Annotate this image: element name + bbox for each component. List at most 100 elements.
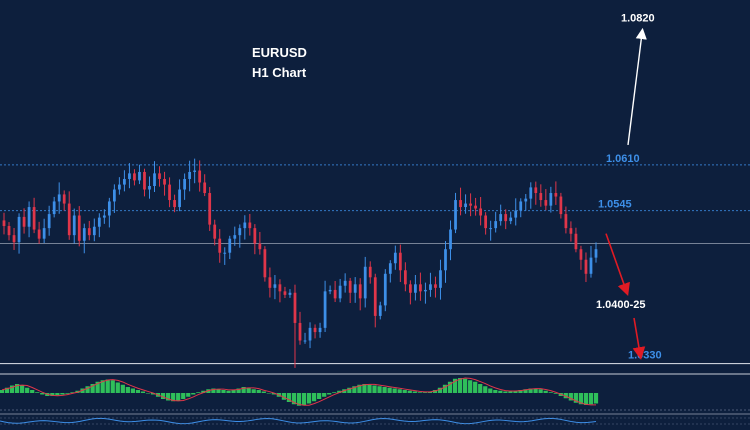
histogram-bar [513, 390, 518, 393]
histogram-bar [271, 393, 276, 395]
candle-body [273, 284, 277, 288]
histogram-bar [311, 393, 317, 402]
candle-body [92, 226, 96, 236]
candle-body [529, 187, 533, 199]
histogram-bar [407, 390, 412, 393]
forecast-arrow-down-1 [605, 233, 630, 297]
candle-body [358, 284, 362, 299]
oscillator-signal-line [1, 377, 596, 406]
candle-body [388, 263, 392, 274]
histogram-bar [301, 393, 307, 405]
candle-body [444, 249, 447, 271]
candle-body [368, 266, 372, 278]
candle-body [57, 194, 61, 202]
candle-body [138, 171, 141, 181]
candle-body [22, 216, 26, 227]
candle-body [253, 228, 257, 244]
histogram-bar [588, 393, 594, 405]
candle-body [178, 189, 181, 208]
chart-subtitle: H1 Chart [252, 65, 307, 80]
candle-body [248, 222, 252, 229]
candle-body [559, 196, 563, 215]
candle-body [293, 292, 297, 323]
candle-body [32, 207, 36, 230]
candle-body [52, 201, 56, 215]
candle-body [484, 215, 488, 229]
histogram-bar [55, 393, 60, 396]
chart-title: EURUSD [252, 45, 307, 60]
histogram-bar [593, 393, 599, 404]
candle-body [514, 210, 518, 218]
histogram-bar [463, 378, 468, 393]
candle-body [469, 203, 472, 206]
histogram-bar [20, 385, 25, 393]
forecast-arrow-up [627, 27, 647, 146]
histogram-bar [387, 387, 392, 393]
histogram-bar [352, 386, 357, 393]
histogram-bar [367, 384, 372, 393]
candle-body [338, 285, 342, 299]
candle-body [233, 235, 237, 239]
histogram-bar [231, 390, 236, 393]
candle-body [313, 327, 317, 333]
candle-body [77, 215, 81, 241]
histogram-bar [9, 385, 15, 393]
histogram-bar [347, 387, 352, 393]
candle-body [509, 217, 513, 222]
histogram-bar [322, 393, 327, 397]
histogram-bar [583, 393, 589, 405]
candle-body [163, 178, 166, 185]
histogram-bar [478, 384, 483, 393]
candle-body [353, 284, 357, 293]
histogram-bar [578, 393, 584, 405]
candle-body [258, 243, 262, 250]
candle-body [449, 229, 452, 250]
candle-body [243, 222, 247, 229]
histogram-bar [95, 381, 100, 393]
histogram-bar [130, 388, 135, 393]
histogram-bar [261, 391, 266, 393]
candle-body [7, 226, 11, 236]
candle-body [42, 228, 46, 239]
histogram-bar [145, 393, 151, 394]
candle-body [343, 280, 347, 286]
histogram-bar [186, 393, 191, 397]
histogram-bar [181, 393, 186, 399]
histogram-bar [402, 390, 407, 393]
histogram-bar [4, 387, 10, 393]
candle-body [419, 284, 422, 292]
candle-body [188, 171, 192, 179]
candle-body [72, 215, 76, 236]
histogram-bar [251, 389, 256, 393]
histogram-bar [518, 390, 523, 393]
histogram-bar [226, 390, 231, 393]
candle-body [82, 228, 86, 241]
candle-body [459, 200, 462, 208]
candle-body [424, 289, 427, 292]
candle-body [173, 200, 176, 208]
histogram-bar [171, 393, 176, 402]
candle-body [408, 284, 412, 293]
candle-body [539, 193, 543, 201]
histogram-bar [317, 393, 322, 399]
histogram-bar [281, 393, 287, 400]
histogram-bar [286, 393, 292, 402]
candle-body [228, 238, 232, 253]
histogram-bar [392, 388, 397, 393]
candle-body [554, 193, 558, 197]
candle-body [102, 215, 106, 218]
histogram-bar [543, 390, 548, 393]
histogram-bar [447, 381, 453, 393]
forecast-arrow-down-2 [632, 317, 646, 360]
candle-body [439, 270, 442, 288]
candle-body [328, 289, 332, 292]
candle-body [323, 291, 327, 328]
histogram-bar [201, 390, 206, 393]
histogram-bar [468, 380, 473, 393]
candle-body [268, 277, 272, 288]
histogram-bar [105, 379, 110, 393]
histogram-bar [115, 382, 120, 393]
histogram-bar [40, 393, 45, 395]
candle-body [489, 228, 493, 230]
histogram-bar [533, 388, 538, 393]
